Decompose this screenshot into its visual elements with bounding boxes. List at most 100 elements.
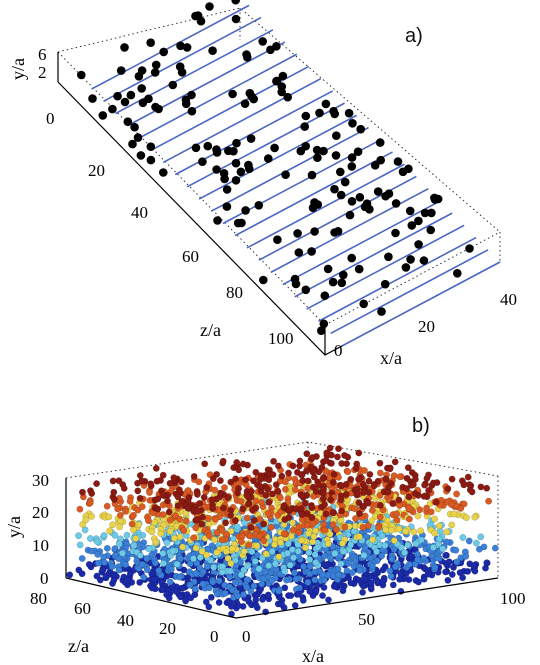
panel-b-point: [126, 570, 134, 578]
panel-b-point: [304, 485, 312, 492]
panel-a-guide-line: [330, 249, 489, 335]
panel-b-point: [327, 451, 335, 459]
panel-a-point: [340, 177, 350, 187]
panel-a-xtick-20: 20: [418, 317, 435, 336]
panel-a-guide-line: [91, 4, 250, 90]
panel-b-point: [485, 497, 492, 505]
panel-b-point: [250, 477, 257, 485]
panel-b-point: [237, 497, 245, 505]
panel-b-point: [143, 566, 151, 574]
panel-b-point: [362, 533, 370, 541]
panel-a-point: [98, 111, 108, 120]
panel-b-point: [306, 588, 314, 595]
panel-b-point: [420, 492, 428, 500]
panel-a-point: [300, 122, 310, 131]
panel-b-point: [321, 501, 328, 508]
panel-b-point: [386, 465, 394, 473]
panel-b-point: [431, 515, 439, 523]
panel-a-point: [224, 146, 233, 156]
panel-b-point: [101, 559, 108, 566]
panel-b-point: [106, 527, 114, 535]
panel-b-point: [360, 551, 368, 559]
panel-a-guide-line: [150, 65, 310, 151]
panel-a-point: [344, 108, 354, 118]
panel-a-guide-line: [126, 41, 286, 127]
panel-b-point: [274, 462, 282, 470]
panel-b-point: [381, 542, 389, 549]
panel-b-point: [432, 498, 440, 506]
panel-a-guide-line: [282, 200, 441, 286]
panel-a-point: [426, 225, 436, 235]
panel-b-xlabel: x/a: [302, 646, 324, 665]
panel-a-point: [77, 70, 86, 80]
panel-b-point: [314, 543, 322, 551]
panel-b-point: [303, 510, 311, 517]
panel-b-point: [147, 480, 155, 488]
panel-b-point: [257, 475, 264, 483]
panel-b-point: [259, 595, 266, 603]
panel-b-point: [190, 555, 197, 563]
panel-b-point: [115, 540, 123, 548]
panel-b-point: [460, 500, 468, 508]
panel-b-point: [227, 512, 235, 519]
panel-b-point: [124, 577, 131, 584]
panel-b-point: [114, 505, 122, 513]
panel-b-point: [153, 477, 161, 485]
panel-b-point: [222, 519, 230, 527]
panel-b-point: [208, 496, 216, 504]
panel-a-point: [231, 158, 241, 168]
panel-b-point: [335, 571, 342, 579]
panel-b-point: [228, 545, 236, 553]
panel-a-point: [330, 184, 339, 194]
panel-b-ylabel: y/a: [4, 516, 24, 538]
panel-b-point: [284, 549, 291, 557]
panel-a-guide-line: [138, 53, 298, 139]
panel-b-point: [221, 589, 229, 597]
panel-b-point: [243, 514, 251, 522]
panel-b-point: [143, 555, 151, 562]
panel-b-point: [443, 528, 451, 536]
panel-b-point: [376, 469, 384, 477]
panel-b-point: [411, 489, 419, 497]
panel-a-guide-lines: [91, 4, 501, 347]
panel-b-point: [274, 487, 282, 495]
panel-b-point: [365, 477, 373, 485]
panel-a-point: [317, 326, 326, 336]
panel-b-point: [134, 479, 142, 487]
panel-b-xtick-50: 50: [358, 610, 375, 629]
panel-b-point: [207, 593, 215, 601]
panel-b-point: [330, 470, 338, 478]
panel-a-point: [381, 191, 390, 201]
panel-b-point: [239, 460, 247, 468]
panel-b-point: [160, 560, 167, 567]
panel-b-point: [110, 488, 118, 496]
panel-b-point: [343, 567, 351, 575]
panel-a-points: [77, 0, 474, 336]
panel-b-point: [152, 464, 160, 472]
panel-b-point: [103, 502, 111, 510]
panel-a-point: [259, 275, 268, 285]
panel-b-point: [218, 536, 226, 544]
panel-a-point: [231, 176, 241, 185]
panel-b-point: [420, 554, 428, 562]
panel-b-point: [297, 471, 305, 479]
panel-a-point: [168, 80, 178, 90]
panel-b-point: [136, 494, 144, 502]
panel-b-point: [237, 538, 245, 545]
panel-a-point: [301, 285, 311, 295]
panel-b-ztick-0: 0: [210, 627, 219, 646]
panel-a-point: [355, 193, 365, 202]
panel-a-point: [181, 99, 191, 109]
panel-b-point: [330, 583, 338, 590]
panel-b-ztick-80: 80: [30, 589, 47, 608]
panel-b-point: [239, 505, 247, 513]
panel-b-point: [281, 567, 289, 575]
panel-a-guide-line: [103, 16, 262, 103]
panel-b-point: [213, 549, 221, 556]
panel-b-point: [414, 556, 422, 563]
panel-b-point: [109, 521, 117, 529]
panel-b-point: [243, 584, 251, 591]
panel-a-label: a): [405, 25, 423, 47]
panel-b-point: [76, 505, 84, 513]
panel-b-point: [115, 566, 123, 574]
